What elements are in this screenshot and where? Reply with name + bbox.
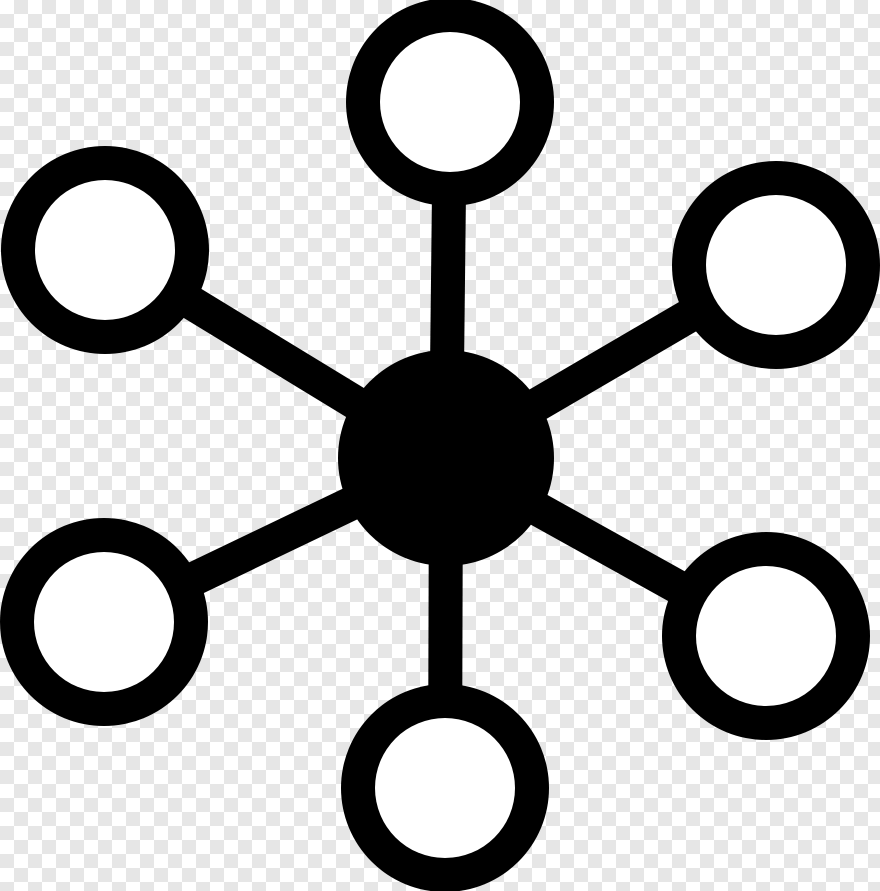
node-bottom-hole	[375, 718, 515, 858]
node-bottom-right	[662, 532, 870, 740]
node-top-left-hole	[35, 180, 175, 320]
node-top-hole	[380, 32, 520, 172]
node-bottom-left-hole	[34, 552, 174, 692]
node-bottom	[341, 684, 549, 891]
node-bottom-left	[0, 518, 208, 726]
node-top-left	[1, 146, 209, 354]
node-bottom-right-hole	[696, 566, 836, 706]
node-top	[346, 0, 554, 206]
node-top-right	[672, 161, 880, 369]
node-top-right-hole	[706, 195, 846, 335]
center-hub-node	[338, 350, 554, 566]
center-hub-node-circle	[338, 350, 554, 566]
